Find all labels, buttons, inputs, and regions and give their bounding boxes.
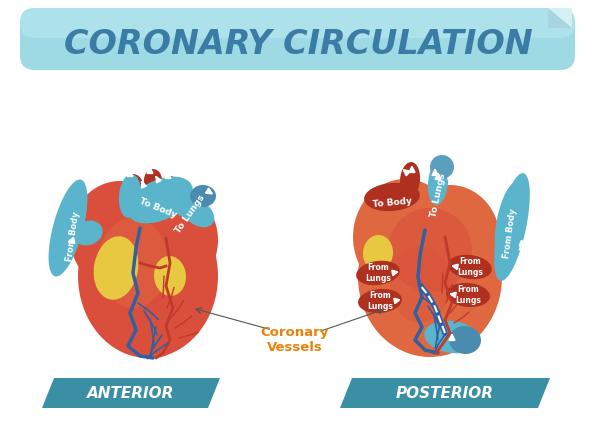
Ellipse shape	[424, 321, 480, 353]
FancyBboxPatch shape	[20, 8, 575, 38]
Ellipse shape	[122, 188, 218, 292]
Ellipse shape	[163, 184, 209, 222]
Ellipse shape	[49, 179, 88, 276]
Text: CORONARY CIRCULATION: CORONARY CIRCULATION	[64, 28, 532, 61]
Ellipse shape	[388, 208, 472, 292]
Text: To Lungs: To Lungs	[429, 172, 447, 218]
Ellipse shape	[358, 289, 402, 313]
Ellipse shape	[364, 183, 420, 211]
Ellipse shape	[400, 162, 420, 198]
Ellipse shape	[70, 181, 170, 291]
Ellipse shape	[123, 174, 143, 198]
Text: To Body: To Body	[138, 196, 178, 219]
Ellipse shape	[446, 283, 490, 307]
Ellipse shape	[353, 179, 457, 295]
Text: From
Lungs: From Lungs	[457, 257, 483, 277]
Ellipse shape	[78, 194, 218, 358]
Ellipse shape	[162, 176, 178, 196]
Ellipse shape	[154, 256, 186, 296]
Ellipse shape	[73, 221, 103, 245]
FancyBboxPatch shape	[20, 8, 575, 70]
Text: From
Lungs: From Lungs	[365, 263, 391, 283]
Text: POSTERIOR: POSTERIOR	[396, 385, 494, 400]
Polygon shape	[548, 8, 572, 28]
Polygon shape	[548, 8, 572, 28]
Ellipse shape	[98, 218, 168, 308]
Ellipse shape	[494, 183, 521, 257]
Ellipse shape	[430, 155, 454, 179]
Ellipse shape	[376, 195, 480, 299]
Ellipse shape	[448, 255, 492, 279]
Polygon shape	[548, 8, 572, 28]
Ellipse shape	[400, 185, 500, 295]
Ellipse shape	[94, 236, 139, 300]
Ellipse shape	[358, 197, 502, 357]
Ellipse shape	[144, 169, 162, 191]
Ellipse shape	[363, 235, 393, 271]
Text: ANTERIOR: ANTERIOR	[88, 385, 175, 400]
Ellipse shape	[127, 177, 193, 223]
Text: From Body: From Body	[65, 210, 81, 262]
Ellipse shape	[428, 161, 448, 205]
Polygon shape	[340, 378, 550, 408]
Ellipse shape	[59, 187, 87, 245]
Text: From
Lungs: From Lungs	[367, 291, 393, 311]
Text: From Body: From Body	[502, 207, 518, 259]
Polygon shape	[42, 378, 220, 408]
Ellipse shape	[494, 173, 530, 281]
Text: To Lungs: To Lungs	[173, 193, 206, 235]
Ellipse shape	[449, 326, 481, 354]
Ellipse shape	[125, 314, 181, 358]
Text: To Body: To Body	[372, 197, 412, 209]
Ellipse shape	[93, 198, 193, 298]
Ellipse shape	[190, 185, 216, 207]
Ellipse shape	[390, 247, 450, 323]
Text: From
Lungs: From Lungs	[455, 285, 481, 305]
Ellipse shape	[119, 174, 141, 218]
Ellipse shape	[405, 308, 465, 352]
Ellipse shape	[130, 179, 182, 217]
Ellipse shape	[182, 199, 214, 227]
Ellipse shape	[356, 261, 400, 285]
Text: Coronary
Vessels: Coronary Vessels	[261, 326, 329, 354]
